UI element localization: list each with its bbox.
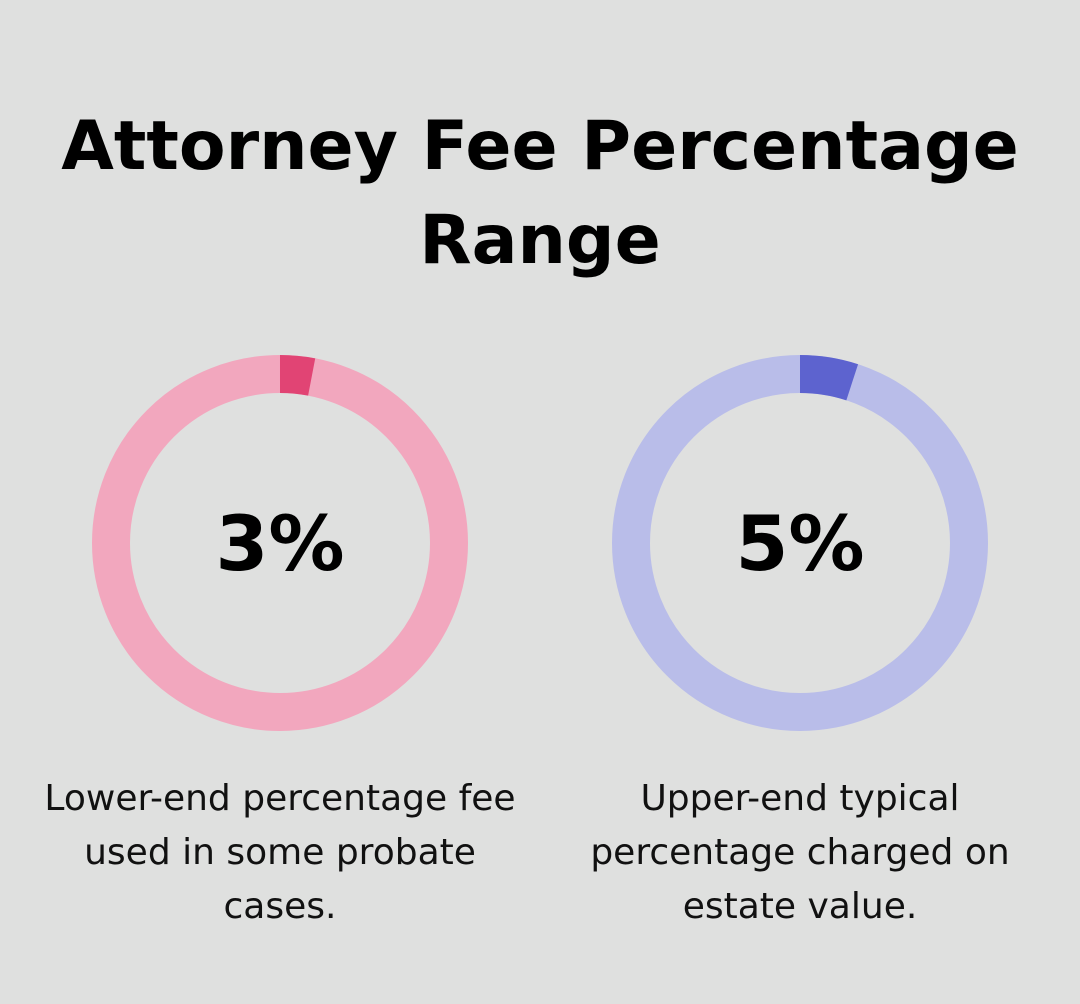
donut-fill-segment (612, 355, 988, 731)
donut-ring-upper (612, 355, 988, 731)
description-lower: Lower-end percentage fee used in some pr… (44, 778, 516, 927)
donut-ring-lower (92, 355, 468, 731)
donut-chart-upper: 5% (612, 355, 988, 731)
percentage-value: 3% (215, 498, 345, 588)
donut-chart-lower: 3% (92, 355, 468, 731)
description-upper: Upper-end typical percentage charged on … (590, 778, 1010, 927)
chart-title: Attorney Fee Percentage Range (61, 107, 1019, 280)
donut-fill-segment (92, 355, 468, 731)
percentage-value: 5% (735, 498, 865, 588)
